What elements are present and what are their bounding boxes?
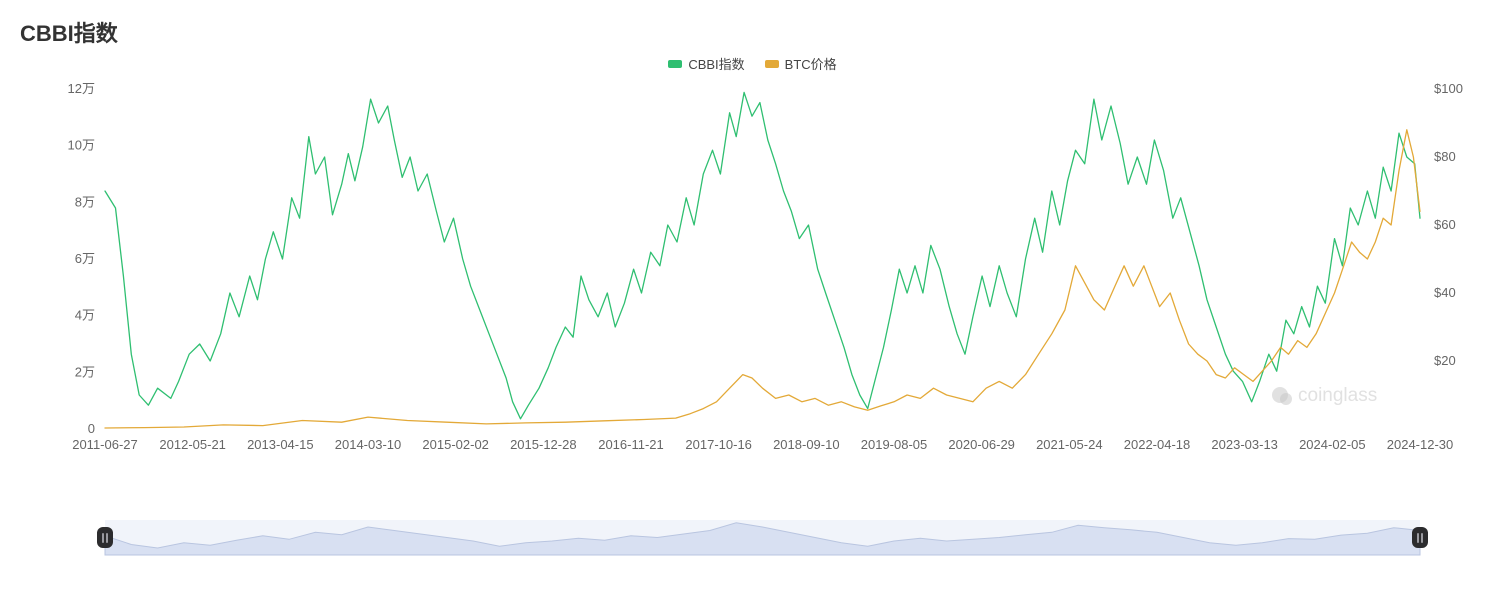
svg-text:4万: 4万 [75,308,95,323]
navigator-handle-right[interactable] [1412,527,1428,548]
svg-text:2018-09-10: 2018-09-10 [773,437,840,452]
svg-text:coinglass: coinglass [1298,385,1377,406]
svg-text:2024-02-05: 2024-02-05 [1299,437,1366,452]
svg-text:2万: 2万 [75,364,95,379]
svg-text:8万: 8万 [75,194,95,209]
svg-text:2012-05-21: 2012-05-21 [159,437,226,452]
svg-text:10万: 10万 [68,138,95,153]
legend-swatch [668,60,682,68]
time-navigator[interactable] [20,515,1485,560]
svg-text:2014-03-10: 2014-03-10 [335,437,402,452]
legend-label: CBBI指数 [688,54,744,73]
svg-text:2019-08-05: 2019-08-05 [861,437,928,452]
svg-text:12万: 12万 [68,81,95,96]
svg-text:2023-03-13: 2023-03-13 [1211,437,1278,452]
chart-page: CBBI指数 CBBI指数 BTC价格 0 2万 4万 6万 8万 10万 12万 $20 $40… [0,0,1505,590]
svg-text:2016-11-21: 2016-11-21 [598,437,664,452]
svg-text:2020-06-29: 2020-06-29 [948,437,1015,452]
svg-text:0: 0 [88,421,95,436]
svg-text:2011-06-27: 2011-06-27 [72,437,138,452]
svg-text:2015-12-28: 2015-12-28 [510,437,577,452]
legend-swatch [765,60,779,68]
svg-text:$80: $80 [1434,149,1456,164]
chart-container: 0 2万 4万 6万 8万 10万 12万 $20 $40 $60 $80 $100 2011-06-2… [20,79,1485,499]
svg-text:2022-04-18: 2022-04-18 [1124,437,1191,452]
svg-text:2024-12-30: 2024-12-30 [1387,437,1454,452]
chart-legend[interactable]: CBBI指数 BTC价格 [20,54,1485,73]
navigator-handle-left[interactable] [97,527,113,548]
svg-text:$60: $60 [1434,217,1456,232]
legend-item[interactable]: BTC价格 [765,54,837,73]
svg-text:2015-02-02: 2015-02-02 [422,437,489,452]
line-chart[interactable]: 0 2万 4万 6万 8万 10万 12万 $20 $40 $60 $80 $100 2011-06-2… [20,79,1485,499]
svg-text:2017-10-16: 2017-10-16 [685,437,752,452]
svg-text:2021-05-24: 2021-05-24 [1036,437,1103,452]
legend-label: BTC价格 [785,54,837,73]
legend-item[interactable]: CBBI指数 [668,54,744,73]
svg-text:$20: $20 [1434,353,1456,368]
svg-text:$40: $40 [1434,285,1456,300]
page-title: CBBI指数 [20,16,1485,48]
svg-text:2013-04-15: 2013-04-15 [247,437,314,452]
svg-text:6万: 6万 [75,251,95,266]
navigator-chart [20,515,1485,560]
svg-text:$100: $100 [1434,81,1463,96]
